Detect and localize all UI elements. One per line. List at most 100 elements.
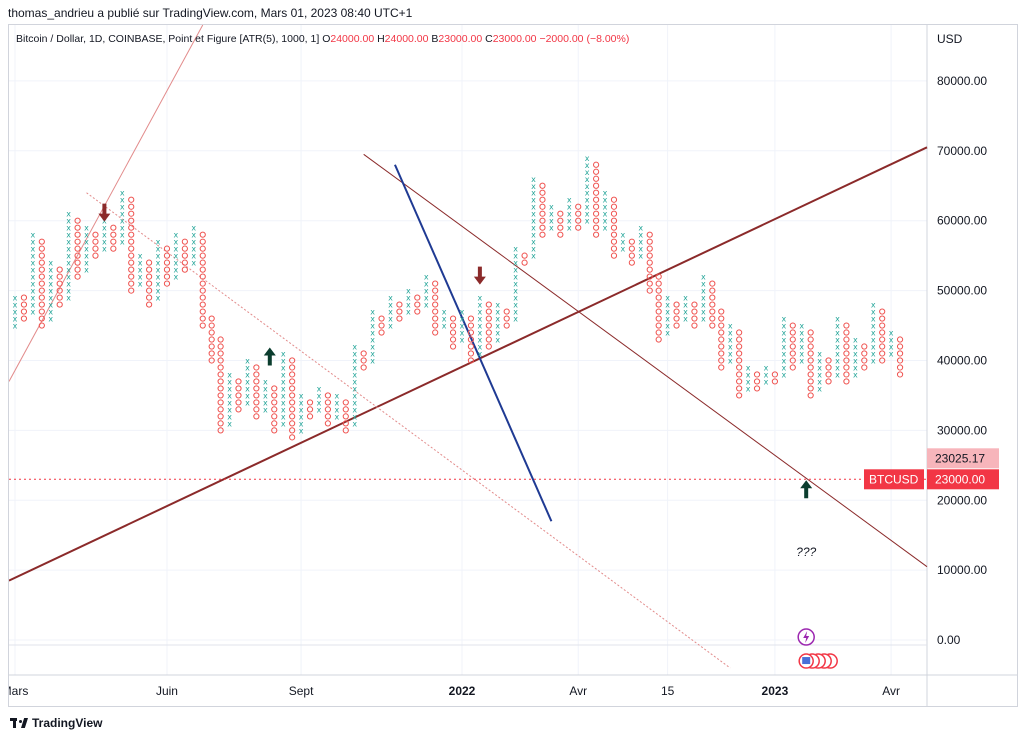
pnf-o-box (128, 266, 135, 273)
pnf-o-box (271, 420, 278, 427)
pnf-o-box (20, 315, 28, 322)
pnf-x-box: x (835, 356, 840, 365)
pnf-x-box: x (66, 266, 71, 275)
pnf-o-box (718, 343, 725, 350)
pnf-o-box (208, 343, 215, 350)
pnf-o-box (896, 357, 904, 364)
pnf-o-box (646, 245, 653, 252)
pnf-o-box (843, 336, 850, 343)
pnf-x-box: x (370, 343, 375, 352)
pnf-o-box (217, 378, 224, 385)
pnf-o-box (467, 357, 475, 364)
footer-brand[interactable]: TradingView (10, 716, 102, 730)
pnf-o-box (539, 203, 546, 210)
pnf-x-box: x (281, 363, 286, 372)
pnf-x-box: x (352, 384, 357, 393)
pnf-o-box (709, 280, 716, 287)
pnf-o-box (646, 238, 653, 245)
pnf-o-box (879, 343, 886, 350)
pnf-o-box (691, 308, 698, 315)
pnf-o-box (199, 294, 206, 301)
pnf-o-box (646, 273, 653, 280)
pnf-x-box: x (549, 210, 554, 219)
pnf-o-box (843, 357, 850, 364)
pnf-o-box (736, 350, 743, 357)
pnf-o-box (271, 392, 278, 399)
pnf-o-box (38, 266, 45, 273)
pnf-x-box: x (156, 245, 161, 254)
pnf-o-box (861, 364, 868, 371)
pnf-x-box: x (245, 363, 250, 372)
support-trendline (9, 146, 928, 582)
pnf-x-box: x (513, 273, 518, 282)
pnf-x-box: x (871, 322, 876, 331)
pnf-o-box (593, 231, 600, 238)
pnf-x-box: x (799, 356, 804, 365)
pnf-x-box: x (728, 343, 733, 352)
pnf-x-box: x (531, 189, 536, 198)
pnf-o-box (217, 343, 224, 350)
pnf-x-box: x (120, 217, 125, 226)
x-tick-label: Juin (156, 684, 178, 698)
pnf-x-box: x (799, 322, 804, 331)
legend-low-label: B (431, 33, 439, 45)
pnf-x-box: x (174, 252, 179, 261)
pnf-o-box (843, 364, 850, 371)
pnf-x-box: x (585, 168, 590, 177)
pnf-o-box (146, 301, 153, 308)
pnf-o-box (396, 315, 403, 322)
symbol-tag (864, 469, 924, 490)
pnf-x-box: x (334, 391, 339, 400)
pnf-x-box: x (603, 210, 608, 219)
pnf-x-box: x (665, 322, 670, 331)
x-tick-label: 2023 (762, 684, 789, 698)
pnf-x-box: x (424, 280, 429, 289)
pnf-x-box: x (352, 405, 357, 414)
pnf-x-box: x (585, 196, 590, 205)
pnf-o-box (217, 350, 224, 357)
pnf-o-box (199, 322, 206, 329)
pnf-x-box: x (227, 419, 232, 428)
pnf-x-box: x (299, 419, 304, 428)
pnf-o-box (655, 294, 662, 301)
pnf-x-box: x (665, 315, 670, 324)
pnf-x-box: x (817, 356, 822, 365)
pnf-o-box (414, 294, 421, 301)
pnf-x-box: x (478, 322, 483, 331)
pnf-o-box (271, 413, 278, 420)
pnf-chart[interactable]: USD 0.00 10000.00 20000.00 30000.00 40000.00 5… (9, 25, 1017, 706)
pnf-x-box: x (853, 343, 858, 352)
pnf-o-box (342, 413, 349, 420)
pnf-o-box (557, 217, 564, 224)
pnf-o-box (655, 287, 662, 294)
pnf-x-box: x (299, 398, 304, 407)
pnf-o-box (208, 315, 215, 322)
pnf-o-box (843, 343, 850, 350)
pnf-o-box (718, 329, 725, 336)
pnf-o-box (289, 406, 296, 413)
pnf-o-box (736, 392, 743, 399)
pnf-x-box: x (781, 322, 786, 331)
pnf-x-box: x (66, 252, 71, 261)
pnf-x-box: x (781, 329, 786, 338)
pnf-o-box (128, 196, 135, 203)
pnf-o-box (146, 266, 153, 273)
pnf-o-box (807, 336, 814, 343)
pnf-o-box (217, 336, 224, 343)
pnf-x-box: x (781, 363, 786, 372)
pnf-x-box: x (728, 336, 733, 345)
pnf-x-box: x (281, 391, 286, 400)
pnf-o-box (673, 315, 680, 322)
pnf-x-box: x (191, 259, 196, 268)
pnf-x-box: x (478, 301, 483, 310)
pnf-x-box: x (370, 322, 375, 331)
pnf-x-box: x (388, 308, 393, 317)
x-tick-label: 15 (661, 684, 675, 698)
pnf-o-box (56, 273, 63, 280)
chart-panel[interactable]: USD 0.00 10000.00 20000.00 30000.00 40000.00 5… (8, 24, 1018, 707)
pnf-o-box (610, 203, 618, 210)
pnf-x-box: x (871, 308, 876, 317)
pnf-x-box: x (853, 356, 858, 365)
pnf-x-box: x (370, 336, 375, 345)
pnf-x-box: x (191, 245, 196, 254)
